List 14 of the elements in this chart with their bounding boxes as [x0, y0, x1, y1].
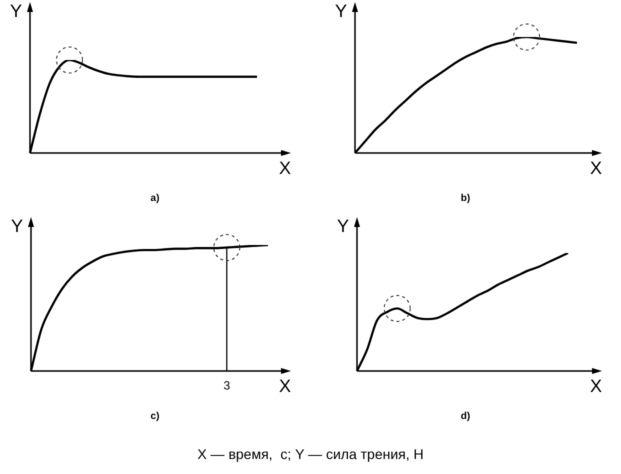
y-axis-title: Y — [336, 216, 350, 236]
text: 3 — [223, 378, 230, 392]
y-axis-title: Y — [10, 216, 24, 236]
text: b) — [460, 192, 470, 204]
text: a) — [150, 192, 160, 204]
x-axis-title: X — [278, 376, 292, 396]
text: X — время, с; Y — сила трения, Н — [196, 446, 425, 462]
y-axis-title: Y — [334, 0, 348, 21]
x-axis-title: X — [590, 376, 602, 396]
x-axis-title: X — [278, 158, 292, 178]
text: c) — [150, 410, 160, 422]
x-axis-title: X — [590, 158, 602, 178]
y-axis-title: Y — [10, 0, 22, 21]
text: d) — [460, 410, 470, 422]
